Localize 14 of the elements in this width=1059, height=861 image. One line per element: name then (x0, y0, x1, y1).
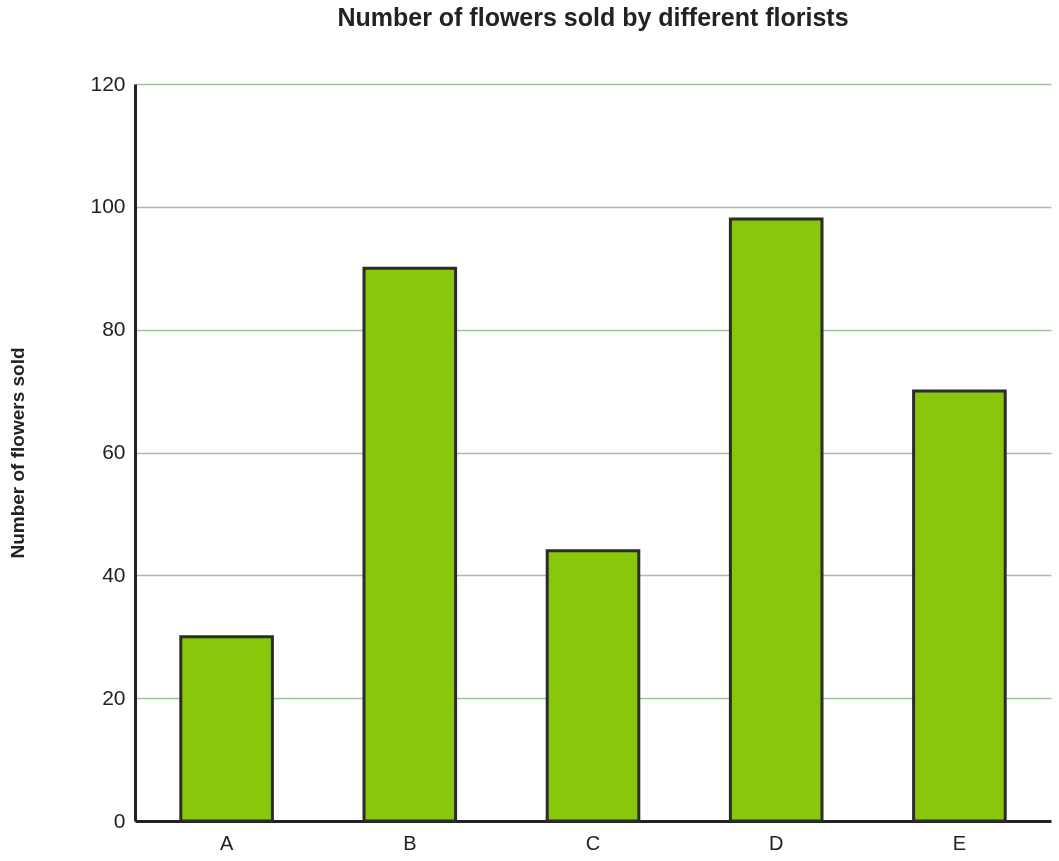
y-tick-label: 0 (113, 808, 126, 832)
y-axis-title: Number of flowers sold (7, 347, 29, 559)
x-tick-label: E (952, 831, 967, 854)
x-tick-label: D (768, 831, 784, 854)
x-tick-label: A (219, 831, 234, 854)
y-tick-label: 20 (102, 685, 126, 709)
y-tick-label: 60 (102, 440, 126, 463)
y-tick-label: 80 (102, 317, 126, 341)
x-tick-label: B (403, 831, 417, 854)
x-tick-label: C (585, 831, 601, 854)
y-tick-label: 120 (90, 71, 126, 95)
y-tick-label: 40 (102, 562, 126, 586)
y-tick-label: 100 (90, 194, 126, 218)
chart-title: Number of flowers sold by different florists (337, 3, 849, 31)
